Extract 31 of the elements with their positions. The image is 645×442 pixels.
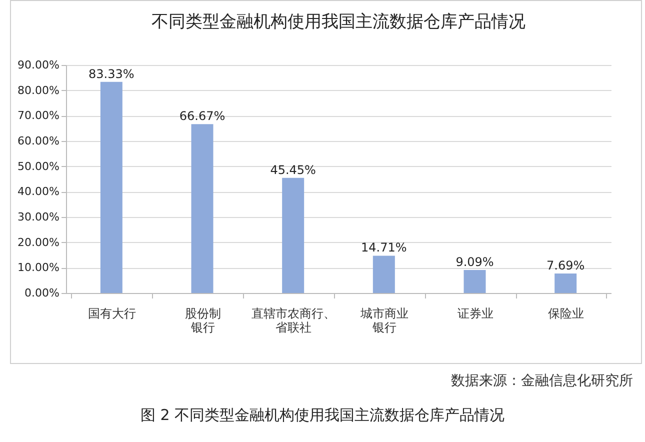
bar [554, 274, 577, 293]
bar [191, 124, 214, 293]
y-tick-label: 60.00% [18, 134, 60, 148]
x-tick-label: 证券业 [457, 306, 494, 320]
y-tick-label: 40.00% [18, 185, 60, 198]
y-tick-label: 10.00% [18, 261, 60, 274]
data-label: 83.33% [88, 66, 134, 81]
chart-title: 不同类型金融机构使用我国主流数据仓库产品情况 [152, 12, 526, 32]
y-tick-label: 50.00% [18, 160, 60, 173]
data-label: 14.71% [361, 240, 407, 255]
y-tick-label: 80.00% [18, 84, 60, 97]
bar [100, 82, 122, 293]
data-label: 7.69% [546, 258, 585, 273]
x-tick-label: 国有大行 [88, 306, 136, 320]
data-label: 45.45% [270, 162, 316, 177]
y-tick-label: 0.00% [24, 286, 60, 300]
y-tick-label: 30.00% [18, 210, 60, 224]
x-tick-label: 保险业 [548, 306, 584, 320]
y-tick-label: 20.00% [18, 236, 60, 249]
source-note: 数据来源：金融信息化研究所 [451, 372, 633, 390]
caption: 图 2 不同类型金融机构使用我国主流数据仓库产品情况 [139, 406, 506, 425]
data-label: 66.67% [179, 109, 226, 124]
bar [464, 270, 486, 293]
data-label: 9.09% [456, 254, 494, 269]
bar [372, 256, 395, 293]
bar [282, 178, 304, 293]
x-tick-label: 直辖市农商行、省联社 [252, 306, 336, 334]
y-tick-label: 70.00% [18, 109, 60, 122]
x-tick-label: 股份制银行 [184, 306, 221, 334]
y-tick-label: 90.00% [18, 58, 60, 72]
x-tick-label: 城市商业银行 [359, 306, 408, 334]
